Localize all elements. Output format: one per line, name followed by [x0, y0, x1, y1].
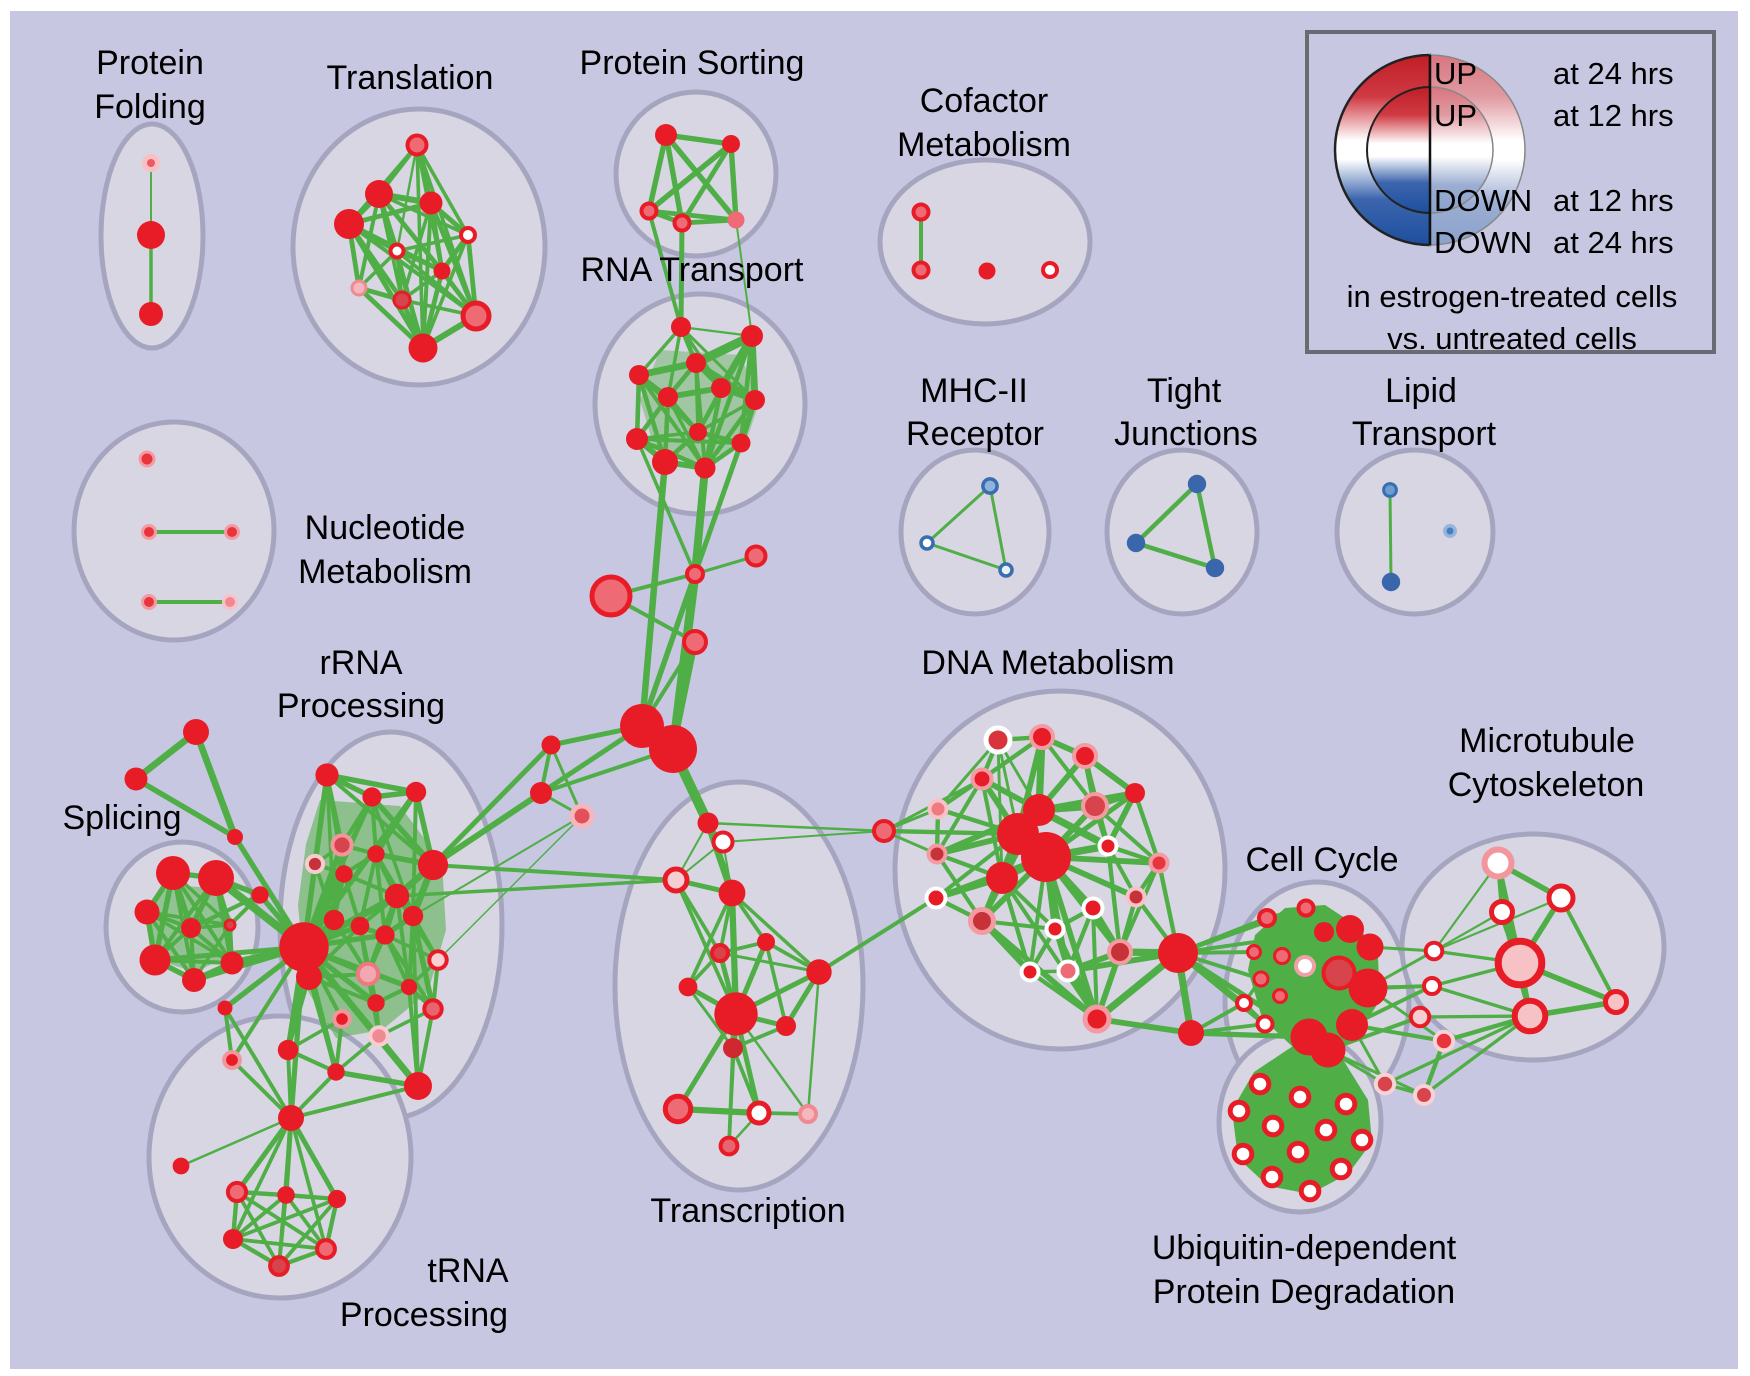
svg-text:in estrogen-treated cells: in estrogen-treated cells — [1347, 279, 1678, 314]
svg-text:MHC-II: MHC-II — [920, 372, 1028, 410]
svg-text:DOWN: DOWN — [1434, 183, 1532, 218]
svg-text:Cytoskeleton: Cytoskeleton — [1448, 766, 1645, 804]
svg-text:Translation: Translation — [327, 59, 494, 97]
svg-text:at 12 hrs: at 12 hrs — [1553, 98, 1674, 133]
svg-text:Microtubule: Microtubule — [1459, 722, 1635, 760]
svg-text:DOWN: DOWN — [1434, 225, 1532, 260]
svg-text:Protein: Protein — [96, 44, 204, 82]
svg-text:RNA Transport: RNA Transport — [581, 251, 805, 289]
svg-text:Folding: Folding — [94, 88, 206, 126]
svg-text:UP: UP — [1434, 56, 1477, 91]
svg-text:tRNA: tRNA — [427, 1252, 509, 1290]
svg-text:Cofactor: Cofactor — [920, 82, 1049, 120]
svg-text:Splicing: Splicing — [62, 799, 181, 837]
svg-text:at 24 hrs: at 24 hrs — [1553, 56, 1674, 91]
svg-text:at 24 hrs: at 24 hrs — [1553, 225, 1674, 260]
svg-text:Tight: Tight — [1147, 372, 1222, 410]
svg-text:vs. untreated cells: vs. untreated cells — [1387, 321, 1637, 356]
svg-text:Transport: Transport — [1352, 415, 1497, 453]
svg-text:Transcription: Transcription — [650, 1192, 845, 1230]
svg-text:Protein Degradation: Protein Degradation — [1153, 1273, 1455, 1311]
svg-text:Metabolism: Metabolism — [897, 126, 1071, 164]
svg-text:Processing: Processing — [277, 687, 445, 725]
svg-text:Cell Cycle: Cell Cycle — [1245, 841, 1398, 879]
svg-text:Lipid: Lipid — [1385, 372, 1457, 410]
svg-text:UP: UP — [1434, 98, 1477, 133]
svg-text:Processing: Processing — [340, 1296, 508, 1334]
svg-text:Ubiquitin-dependent: Ubiquitin-dependent — [1152, 1229, 1457, 1267]
svg-text:DNA Metabolism: DNA Metabolism — [921, 644, 1174, 682]
svg-text:Protein Sorting: Protein Sorting — [580, 44, 805, 82]
svg-text:Metabolism: Metabolism — [298, 553, 472, 591]
svg-text:at 12 hrs: at 12 hrs — [1553, 183, 1674, 218]
svg-text:Nucleotide: Nucleotide — [305, 509, 466, 547]
svg-text:Junctions: Junctions — [1114, 415, 1258, 453]
svg-text:Receptor: Receptor — [906, 415, 1044, 453]
svg-text:rRNA: rRNA — [319, 644, 402, 682]
